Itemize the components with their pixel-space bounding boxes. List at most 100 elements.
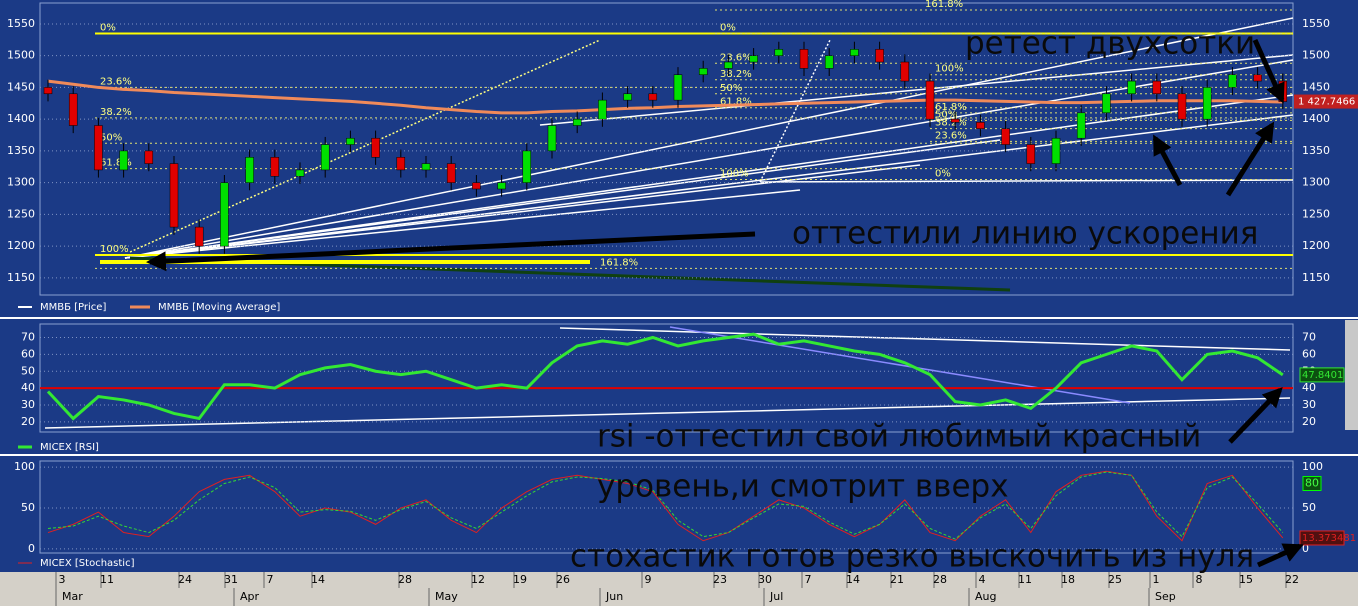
x-tick-label: 22 [1285,573,1299,586]
candle-body [724,61,733,69]
y-tick-label: 1200 [1302,239,1330,252]
scrollbar[interactable] [1345,320,1358,430]
arrows [146,38,1304,568]
moving-average [47,79,1283,115]
fib-label: 100% [720,168,749,179]
y-tick-label: 50 [1302,501,1316,514]
candle-body [472,182,481,190]
x-tick-label: 30 [758,573,772,586]
y-tick-label: 1500 [1302,49,1330,62]
fib-label: 38.2% [720,69,752,80]
candle-body [1026,144,1036,164]
candle-body [94,125,103,171]
month-label: Sep [1155,590,1176,603]
y-tick-label: 1400 [1302,112,1330,125]
x-tick-label: 7 [805,573,812,586]
y-tick-label: 70 [21,331,35,344]
candle-body [270,157,280,177]
y-tick-label: 60 [1302,347,1316,360]
candle-body [43,87,53,95]
candle-body [976,122,985,129]
legend-label: MICEX [Stochastic] [40,558,135,569]
fib-label: 50% [720,83,742,94]
y-tick-label: 0 [28,542,35,555]
legend-label: MICEX [RSI] [40,442,99,453]
candle-body [598,99,607,120]
rsi-channel [44,327,1291,429]
candle-body [371,137,380,158]
series-line [46,332,1284,421]
fib-label: 50% [100,132,122,143]
candle-body [1152,80,1162,95]
last-value-label: 13.373481 [1302,533,1356,544]
fib-label: 100% [935,64,964,75]
fib-label: 100% [100,244,129,255]
month-label: Jul [769,590,783,603]
y-tick-label: 1450 [1302,80,1330,93]
y-tick-label: 20 [21,415,35,428]
x-tick-label: 23 [713,573,727,586]
last-value-label: 1 427.7466 [1298,97,1355,108]
candle-body [522,150,532,183]
candle-body [698,68,708,75]
x-tick-label: 4 [979,573,986,586]
y-tick-label: 1300 [7,176,35,189]
y-tick-label: 50 [21,364,35,377]
candle-body [547,125,557,152]
rsi-frame [39,323,1294,433]
candle-body [1102,93,1111,114]
fib-label: 23.6% [100,76,132,87]
y-tick-label: 60 [21,347,35,360]
y-tick-label: 1200 [7,239,35,252]
fib-label: 0% [720,22,736,33]
x-tick-label: 11 [1018,573,1032,586]
annotation: ретест двухсотки [965,26,1255,62]
candle-body [850,49,859,56]
x-tick-label: 1 [1153,573,1160,586]
y-tick-label: 1350 [1302,144,1330,157]
candle-body [799,49,809,69]
candle-body [1051,137,1061,164]
candle-body [749,55,758,63]
price-frame [39,2,1294,296]
fib-label: 61.8% [720,97,752,108]
candle-body [1228,74,1237,88]
candle-body [925,80,935,120]
fib-label: 61.8% [100,158,132,169]
y-tick-label: 1500 [7,49,35,62]
month-label: Jun [605,590,623,603]
y-tick-label: 1550 [1302,17,1330,30]
x-axis-bar [0,572,1358,606]
fib-label: 0% [935,168,951,179]
legend-label: ММВБ [Price] [40,302,106,313]
fib-label: 161.8% [925,0,963,10]
candle-body [673,74,683,101]
candle-body [950,118,960,123]
last-value-box [1299,367,1345,383]
y-tick-label: 70 [1302,331,1316,344]
x-tick-label: 28 [933,573,947,586]
last-value-box [1294,94,1358,109]
legend-label: ММВБ [Moving Average] [158,302,280,313]
candle-body [220,182,229,247]
fib-label: 23.6% [935,130,967,141]
candle-body [648,93,658,101]
x-tick-label: 14 [846,573,860,586]
candle-body [497,182,506,190]
stoch-frame [39,460,1294,554]
x-tick-label: 31 [224,573,238,586]
y-tick-label: 1150 [1302,271,1330,284]
annotation: оттестили линию ускорения [792,216,1258,252]
annotation: rsi -оттестил свой любимый красный [597,419,1201,455]
y-tick-label: 1550 [7,17,35,30]
x-tick-label: 19 [513,573,527,586]
candle-body [900,61,910,82]
candle-body [824,55,834,69]
month-label: Mar [62,590,83,603]
x-tick-label: 9 [645,573,652,586]
fib-label: 38.2% [100,107,132,118]
y-tick-label: 1450 [7,80,35,93]
y-tick-label: 40 [1302,381,1316,394]
fib-label: 50% [935,109,957,120]
